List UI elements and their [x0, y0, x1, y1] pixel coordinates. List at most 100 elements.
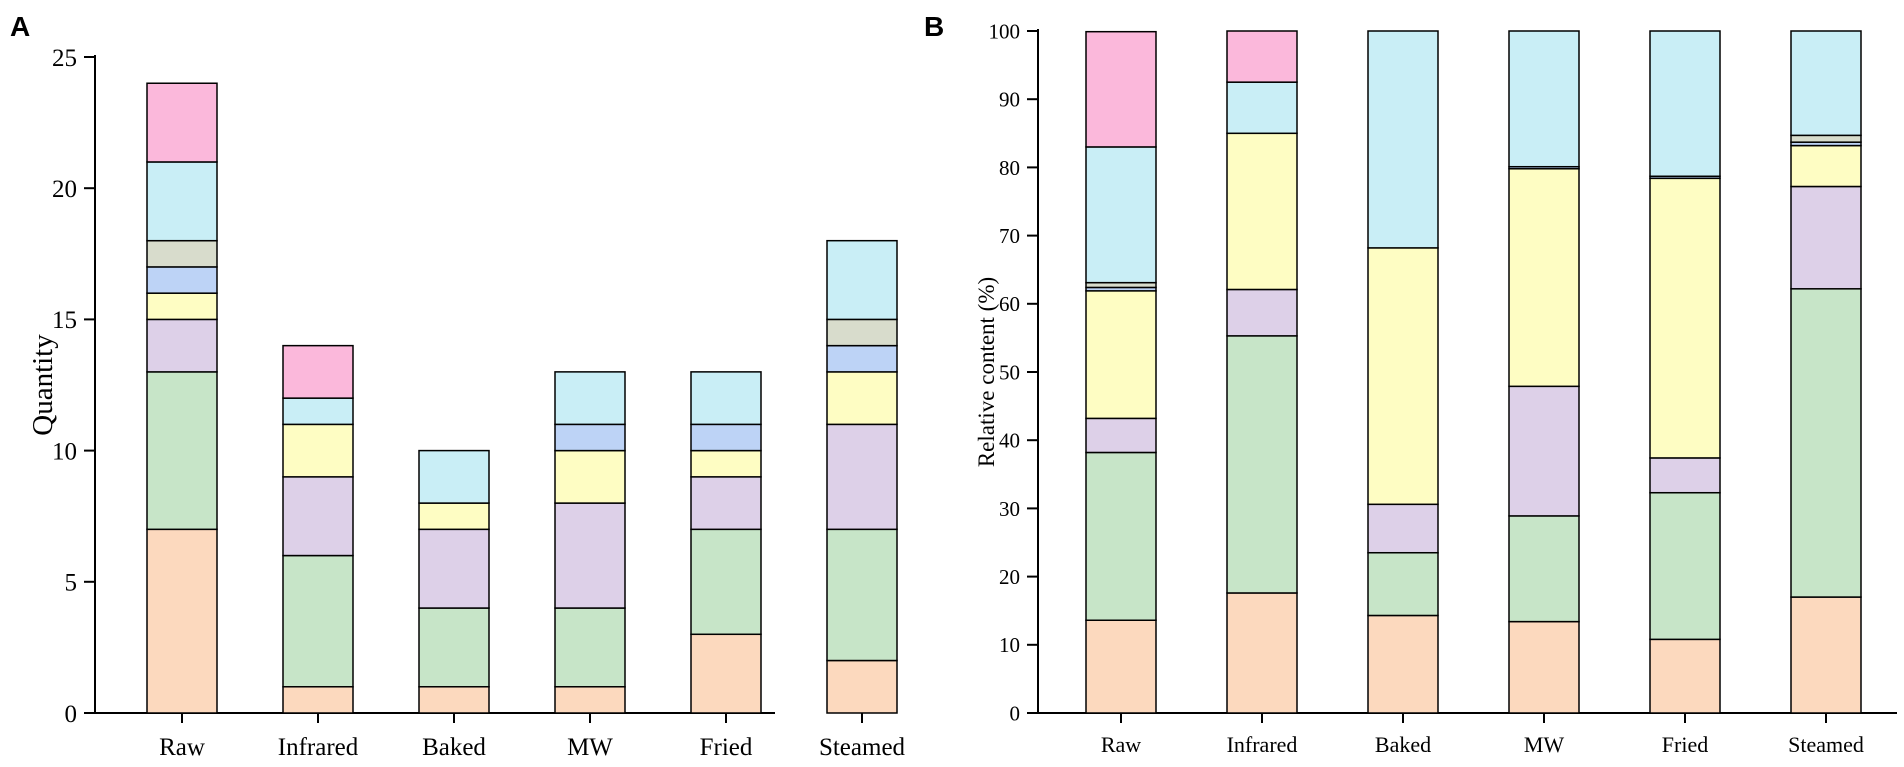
x-tick-label-infrared: Infrared — [1227, 732, 1298, 757]
y-tick-label-15: 15 — [52, 307, 77, 334]
bar-segment-raw-class-2 — [1085, 451, 1157, 621]
bar-segment-raw-class-3 — [1085, 417, 1157, 454]
x-tick-label-baked: Baked — [422, 734, 486, 761]
bar-segment-baked-class-2 — [1367, 551, 1439, 617]
bar-segment-infrared-class-4 — [1226, 132, 1298, 291]
bar-segment-raw-class-7 — [146, 161, 218, 242]
x-tick-label-fried: Fried — [700, 734, 753, 761]
bar-segment-steamed-class-4 — [1790, 144, 1862, 188]
panel-label-a: A — [10, 11, 30, 42]
bar-segment-raw-class-1 — [1085, 619, 1157, 714]
bar-segment-raw-class-8 — [146, 82, 218, 163]
bar-segment-mw-class-4 — [554, 449, 626, 504]
bar-segment-infrared-class-4 — [282, 423, 354, 478]
bar-segment-fried-class-2 — [1649, 491, 1721, 641]
bar-segment-mw-class-2 — [1508, 515, 1580, 623]
bar-segment-raw-class-6 — [146, 239, 218, 268]
bar-segment-steamed-class-2 — [826, 528, 898, 662]
bar-segment-steamed-class-2 — [1790, 288, 1862, 598]
bar-segment-steamed-class-6 — [1790, 134, 1862, 143]
bar-segment-fried-class-1 — [690, 633, 762, 714]
bar-segment-fried-class-3 — [1649, 457, 1721, 494]
x-tick-label-mw: MW — [1524, 732, 1565, 757]
y-tick-label-20: 20 — [52, 176, 77, 203]
panel-label-b: B — [924, 11, 944, 42]
y-tick-label-10: 10 — [999, 633, 1020, 657]
bar-segment-fried-class-3 — [690, 476, 762, 531]
x-tick-label-raw: Raw — [159, 734, 205, 761]
bar-segment-raw-class-4 — [146, 292, 218, 321]
bar-segment-raw-class-8 — [1085, 30, 1157, 148]
bar-segment-mw-class-3 — [554, 502, 626, 609]
bar-segment-infrared-class-8 — [1226, 30, 1298, 83]
y-tick-label-0: 0 — [65, 701, 78, 728]
bar-segment-fried-class-7 — [1649, 30, 1721, 178]
y-tick-label-0: 0 — [1010, 701, 1021, 725]
bar-segment-baked-class-4 — [1367, 247, 1439, 506]
bar-segment-raw-class-7 — [1085, 146, 1157, 284]
bar-segment-baked-class-1 — [1367, 614, 1439, 714]
y-tick-label-30: 30 — [999, 497, 1020, 521]
bar-segment-mw-class-3 — [1508, 385, 1580, 517]
bar-segment-fried-class-7 — [690, 371, 762, 426]
bar-segment-mw-class-4 — [1508, 168, 1580, 388]
bar-segment-infrared-class-3 — [282, 476, 354, 557]
x-tick-label-baked: Baked — [1375, 732, 1431, 757]
bar-segment-mw-class-7 — [1508, 30, 1580, 168]
stacked-bar-chart-quantity: 0 5 10 15 20 25 Quantity Raw Infrared Baked MW Frie… — [27, 45, 906, 761]
bar-segment-infrared-class-8 — [282, 344, 354, 399]
x-tick-label-raw: Raw — [1101, 732, 1141, 757]
bar-segment-fried-class-5 — [690, 423, 762, 452]
bar-segment-baked-class-4 — [418, 502, 490, 531]
bar-segment-raw-class-1 — [146, 528, 218, 714]
y-tick-label-5: 5 — [65, 570, 78, 597]
bar-segment-steamed-class-5 — [826, 344, 898, 373]
bar-segment-infrared-class-3 — [1226, 288, 1298, 337]
stacked-bar-chart-relative-content: 0 10 20 30 40 50 60 70 80 90 100 Relative content (… — [974, 19, 1897, 757]
bar-segment-steamed-class-1 — [1790, 596, 1862, 714]
bar-segment-infrared-class-2 — [1226, 335, 1298, 594]
bar-segment-infrared-class-7 — [1226, 81, 1298, 135]
y-tick-label-60: 60 — [999, 292, 1020, 316]
y-tick-label-25: 25 — [52, 45, 77, 72]
x-tick-label-steamed: Steamed — [1788, 732, 1864, 757]
y-tick-label-90: 90 — [999, 88, 1020, 112]
y-axis-title: Quantity — [27, 334, 59, 436]
bar-segment-baked-class-7 — [418, 449, 490, 504]
bar-segment-mw-class-7 — [554, 371, 626, 426]
bar-segment-raw-class-5 — [146, 266, 218, 294]
y-axis-title: Relative content (%) — [974, 277, 999, 467]
bar-segment-raw-class-2 — [146, 371, 218, 531]
bar-segment-baked-class-3 — [418, 528, 490, 609]
bar-segment-steamed-class-1 — [826, 659, 898, 714]
bar-segment-steamed-class-6 — [826, 318, 898, 347]
bar-segment-baked-class-2 — [418, 607, 490, 688]
x-tick-label-steamed: Steamed — [819, 734, 906, 761]
bar-segment-steamed-class-7 — [1790, 30, 1862, 137]
bar-segment-infrared-class-2 — [282, 554, 354, 688]
bar-segment-mw-class-1 — [1508, 620, 1580, 714]
bar-segment-fried-class-4 — [1649, 177, 1721, 459]
bar-segment-raw-class-4 — [1085, 290, 1157, 420]
y-tick-label-100: 100 — [989, 19, 1021, 43]
bar-segment-baked-class-1 — [418, 686, 490, 714]
bar-segment-mw-class-1 — [554, 686, 626, 714]
bar-segment-infrared-class-7 — [282, 397, 354, 426]
x-tick-label-fried: Fried — [1662, 732, 1708, 757]
bar-segment-steamed-class-7 — [826, 239, 898, 321]
y-tick-label-40: 40 — [999, 429, 1020, 453]
y-tick-label-80: 80 — [999, 156, 1020, 180]
y-tick-label-20: 20 — [999, 565, 1020, 589]
bar-segment-raw-class-3 — [146, 318, 218, 373]
bar-segment-mw-class-2 — [554, 607, 626, 688]
bar-segment-infrared-class-1 — [1226, 592, 1298, 714]
bar-segment-steamed-class-4 — [826, 371, 898, 426]
x-tick-label-mw: MW — [567, 734, 613, 761]
bar-segment-mw-class-5 — [554, 423, 626, 452]
bar-segment-steamed-class-3 — [1790, 185, 1862, 290]
bar-segment-baked-class-3 — [1367, 503, 1439, 554]
bar-segment-baked-class-7 — [1367, 30, 1439, 249]
bar-segment-infrared-class-1 — [282, 686, 354, 714]
bar-segment-fried-class-4 — [690, 449, 762, 478]
